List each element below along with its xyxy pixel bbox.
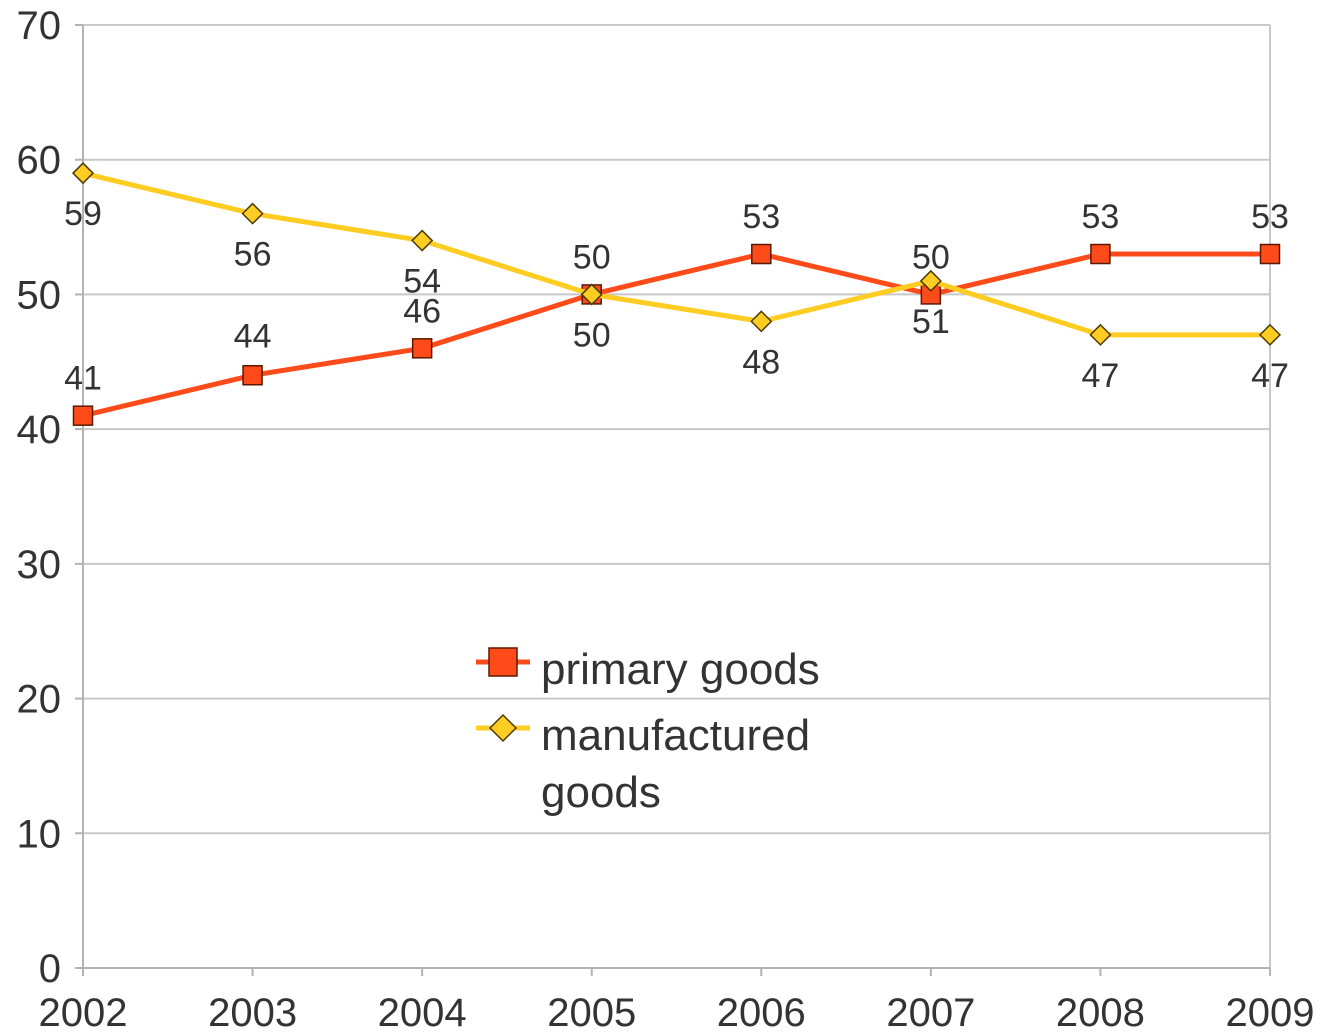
data-point <box>242 365 263 386</box>
data-label: 53 <box>1251 198 1289 236</box>
x-tick-label: 2004 <box>378 991 467 1034</box>
data-label: 50 <box>573 238 611 276</box>
data-label: 48 <box>742 343 780 381</box>
x-tick-label: 2002 <box>39 991 128 1034</box>
data-labels: 41 44 46 50 53 50 53 53 59 56 54 50 48 51 47 47 <box>64 195 1289 397</box>
data-point <box>919 269 942 293</box>
data-label: 53 <box>742 198 780 236</box>
y-tick-label: 20 <box>17 678 62 722</box>
legend-diamond-icon <box>488 713 518 743</box>
data-point <box>72 405 94 426</box>
data-label: 54 <box>403 263 441 301</box>
data-point <box>1259 243 1281 265</box>
data-label: 51 <box>912 303 950 341</box>
y-tick-label: 50 <box>17 273 62 317</box>
data-label: 50 <box>573 316 611 354</box>
y-tick-label: 60 <box>17 139 62 183</box>
x-tick-label: 2003 <box>208 991 297 1034</box>
legend-label: manufactured <box>541 711 810 760</box>
legend-square-icon <box>488 647 518 677</box>
data-label: 44 <box>234 317 272 355</box>
data-point <box>411 229 434 252</box>
y-tick-label: 70 <box>17 4 62 48</box>
data-point <box>1090 243 1111 265</box>
series-line <box>82 251 1270 419</box>
legend-label: primary goods <box>541 645 820 694</box>
data-label: 50 <box>912 238 950 276</box>
data-point <box>751 243 772 265</box>
data-point <box>411 338 433 359</box>
series <box>71 162 1282 426</box>
data-point <box>1089 323 1112 346</box>
legend-item: manufactured goods <box>476 711 810 817</box>
data-point <box>580 283 603 306</box>
data-label: 59 <box>64 195 102 233</box>
x-tick-label: 2005 <box>547 991 636 1034</box>
x-tick-label: 2006 <box>717 991 806 1034</box>
y-tick-label: 10 <box>17 812 62 856</box>
data-point <box>241 202 264 225</box>
y-tick-label: 0 <box>39 947 61 991</box>
legend-label: goods <box>541 768 661 817</box>
x-tick-label: 2008 <box>1056 991 1145 1034</box>
y-tick-label: 30 <box>17 543 62 587</box>
gridlines <box>83 24 1270 835</box>
data-label: 47 <box>1251 357 1289 395</box>
data-label: 53 <box>1082 198 1120 236</box>
data-label: 47 <box>1082 357 1120 395</box>
data-label: 56 <box>234 236 272 274</box>
x-tick-label: 2009 <box>1226 991 1315 1034</box>
legend: primary goods manufactured goods <box>476 645 820 817</box>
data-label: 46 <box>403 292 441 330</box>
y-tick-label: 40 <box>17 408 62 452</box>
x-tick-label: 2007 <box>886 991 975 1034</box>
series-line <box>82 170 1270 338</box>
data-label: 41 <box>64 360 102 398</box>
data-point <box>71 162 95 185</box>
series-manufactured-goods <box>71 162 1282 346</box>
data-point <box>750 310 773 333</box>
axes: 0 10 20 30 40 50 60 70 2002 2003 2004 2005 2006 2007 2… <box>17 4 1315 1034</box>
data-point <box>1258 323 1282 346</box>
legend-item: primary goods <box>476 645 820 694</box>
